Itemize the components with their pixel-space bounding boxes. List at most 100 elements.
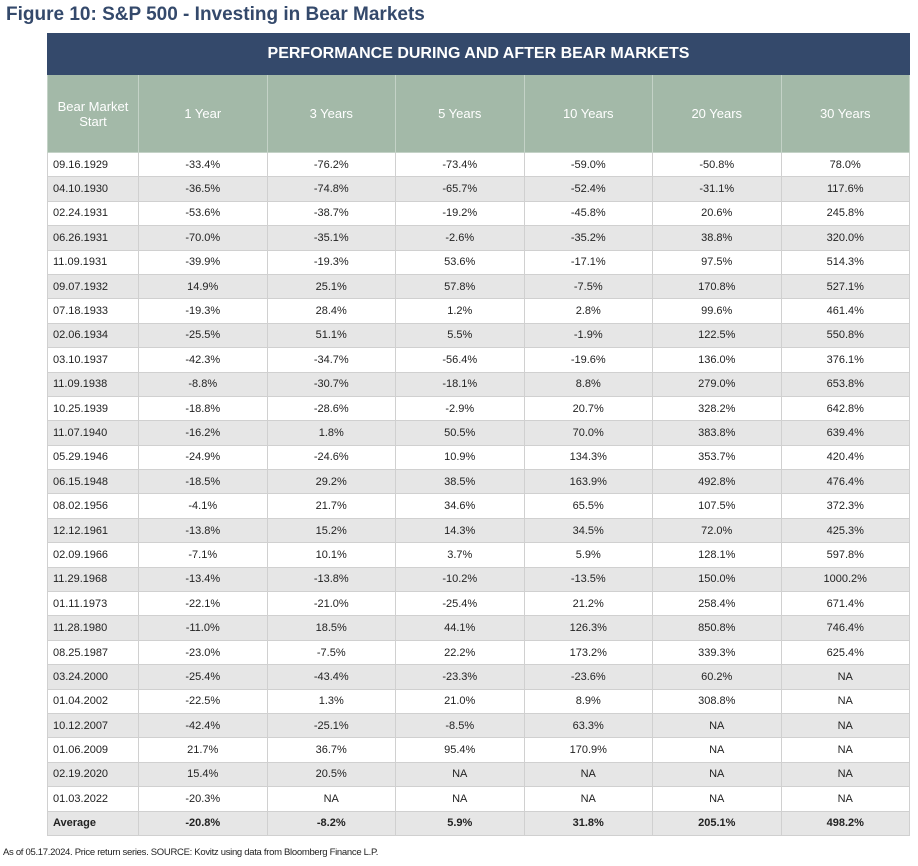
table-cell: 425.3%	[780, 517, 910, 544]
table-cell: -31.1%	[652, 176, 782, 202]
figure-title: Figure 10: S&P 500 - Investing in Bear M…	[6, 4, 425, 25]
table-cell: 163.9%	[523, 469, 653, 495]
table-cell: 51.1%	[266, 322, 396, 349]
row-date: 10.12.2007	[47, 712, 139, 739]
table-row: 09.16.1929 -33.4% -76.2% -73.4% -59.0% -50.8%…	[47, 151, 910, 178]
table-cell: -70.0%	[138, 225, 268, 251]
row-date: 01.04.2002	[47, 688, 139, 714]
table-cell: 1.3%	[266, 688, 396, 714]
table-cell: -38.7%	[266, 200, 396, 227]
table-row: 02.06.1934 -25.5% 51.1% 5.5% -1.9% 122.5% 550.…	[47, 322, 910, 349]
table-cell: -28.6%	[266, 395, 396, 422]
table-cell: 461.4%	[780, 298, 910, 324]
table-cell: 5.5%	[395, 322, 525, 349]
table-cell: 653.8%	[780, 371, 910, 397]
table-cell: -42.4%	[138, 712, 268, 739]
table-cell: 20.7%	[523, 395, 653, 422]
table-cell: 38.8%	[652, 225, 782, 251]
table-cell: -1.9%	[523, 322, 653, 349]
column-header-row: Bear Market Start 1 Year 3 Years 5 Years 10 …	[47, 74, 910, 153]
table-cell: 122.5%	[652, 322, 782, 349]
table-cell: 671.4%	[780, 591, 910, 617]
table-cell: 8.9%	[523, 688, 653, 714]
table-cell: -25.1%	[266, 712, 396, 739]
average-cell: 31.8%	[523, 810, 653, 836]
table-cell: NA	[780, 664, 910, 690]
table-cell: -8.8%	[138, 371, 268, 397]
table-cell: 50.5%	[395, 420, 525, 446]
table-cell: 527.1%	[780, 273, 910, 300]
table-cell: 2.8%	[523, 298, 653, 324]
table-cell: 136.0%	[652, 347, 782, 373]
table-cell: 72.0%	[652, 517, 782, 544]
table-cell: 173.2%	[523, 639, 653, 666]
table-cell: 99.6%	[652, 298, 782, 324]
table-cell: 150.0%	[652, 566, 782, 593]
table-cell: 25.1%	[266, 273, 396, 300]
table-cell: 20.5%	[266, 761, 396, 788]
table-cell: 21.0%	[395, 688, 525, 714]
table-cell: 44.1%	[395, 615, 525, 641]
table-row: 01.03.2022 -20.3% NA NA NA NA NA	[47, 786, 910, 812]
table-body: 09.16.1929 -33.4% -76.2% -73.4% -59.0% -50.8%…	[47, 151, 910, 836]
table-cell: -30.7%	[266, 371, 396, 397]
table-cell: -23.3%	[395, 664, 525, 690]
table-cell: 10.1%	[266, 542, 396, 568]
table-cell: -43.4%	[266, 664, 396, 690]
table-cell: 5.9%	[523, 542, 653, 568]
row-date: 04.10.1930	[47, 176, 139, 202]
table-cell: 1.8%	[266, 420, 396, 446]
row-date: 06.26.1931	[47, 225, 139, 251]
table-cell: 10.9%	[395, 444, 525, 471]
table-cell: 63.3%	[523, 712, 653, 739]
table-cell: 170.9%	[523, 737, 653, 763]
row-date: 11.07.1940	[47, 420, 139, 446]
table-cell: -16.2%	[138, 420, 268, 446]
table-cell: 279.0%	[652, 371, 782, 397]
table-row: 10.25.1939 -18.8% -28.6% -2.9% 20.7% 328.2% 64…	[47, 395, 910, 422]
table-cell: -4.1%	[138, 493, 268, 519]
table-cell: NA	[652, 737, 782, 763]
table-cell: -19.6%	[523, 347, 653, 373]
table-row: 08.02.1956 -4.1% 21.7% 34.6% 65.5% 107.5% 372.…	[47, 493, 910, 519]
table-cell: 128.1%	[652, 542, 782, 568]
column-header: 30 Years	[780, 74, 910, 153]
performance-table: PERFORMANCE DURING AND AFTER BEAR MARKET…	[47, 33, 910, 836]
table-cell: 258.4%	[652, 591, 782, 617]
table-row: 09.07.1932 14.9% 25.1% 57.8% -7.5% 170.8% 527.…	[47, 273, 910, 300]
row-date: 11.28.1980	[47, 615, 139, 641]
table-cell: -50.8%	[652, 151, 782, 178]
table-cell: -19.2%	[395, 200, 525, 227]
table-cell: -42.3%	[138, 347, 268, 373]
table-cell: -10.2%	[395, 566, 525, 593]
table-cell: 625.4%	[780, 639, 910, 666]
average-row: Average -20.8% -8.2% 5.9% 31.8% 205.1% 498.2%	[47, 810, 910, 836]
row-date: 06.15.1948	[47, 469, 139, 495]
column-header: Bear Market Start	[47, 74, 139, 153]
table-row: 03.24.2000 -25.4% -43.4% -23.3% -23.6% 60.2% N…	[47, 664, 910, 690]
table-cell: -23.0%	[138, 639, 268, 666]
table-row: 10.12.2007 -42.4% -25.1% -8.5% 63.3% NA NA	[47, 712, 910, 739]
table-cell: 60.2%	[652, 664, 782, 690]
table-cell: 38.5%	[395, 469, 525, 495]
table-cell: 107.5%	[652, 493, 782, 519]
table-cell: 3.7%	[395, 542, 525, 568]
table-cell: -39.9%	[138, 249, 268, 275]
table-cell: 21.7%	[266, 493, 396, 519]
caption-row: PERFORMANCE DURING AND AFTER BEAR MARKET…	[47, 33, 910, 75]
table-cell: -74.8%	[266, 176, 396, 202]
table-cell: -18.8%	[138, 395, 268, 422]
table-cell: -24.6%	[266, 444, 396, 471]
average-cell: 498.2%	[780, 810, 910, 836]
table-cell: 15.2%	[266, 517, 396, 544]
row-date: 02.19.2020	[47, 761, 139, 788]
column-header: 5 Years	[395, 74, 525, 153]
table-cell: 126.3%	[523, 615, 653, 641]
table-cell: 34.6%	[395, 493, 525, 519]
table-cell: -45.8%	[523, 200, 653, 227]
table-cell: 65.5%	[523, 493, 653, 519]
table-cell: NA	[780, 737, 910, 763]
table-cell: -25.5%	[138, 322, 268, 349]
table-cell: 476.4%	[780, 469, 910, 495]
table-cell: -53.6%	[138, 200, 268, 227]
